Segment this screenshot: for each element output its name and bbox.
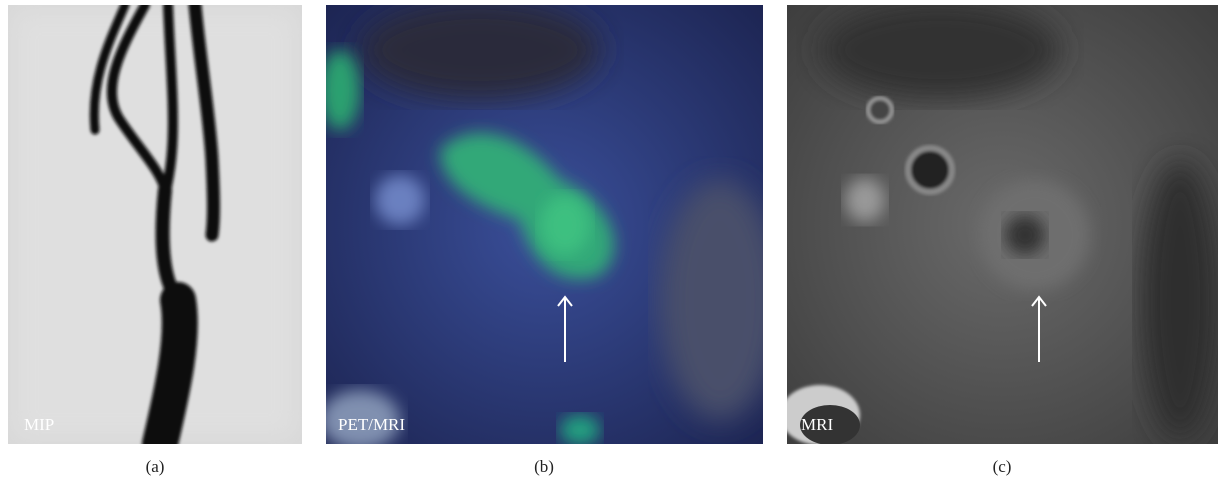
panel-image bbox=[326, 5, 763, 444]
panel-caption: (b) bbox=[534, 457, 554, 476]
panel-caption: (a) bbox=[146, 457, 165, 476]
panel-caption: (c) bbox=[993, 457, 1012, 476]
panel-label: MIP bbox=[24, 415, 54, 434]
panel-label: PET/MRI bbox=[338, 415, 405, 434]
panel-image bbox=[8, 5, 302, 444]
panel-label: MRI bbox=[801, 415, 833, 434]
panel-image bbox=[787, 5, 1218, 444]
